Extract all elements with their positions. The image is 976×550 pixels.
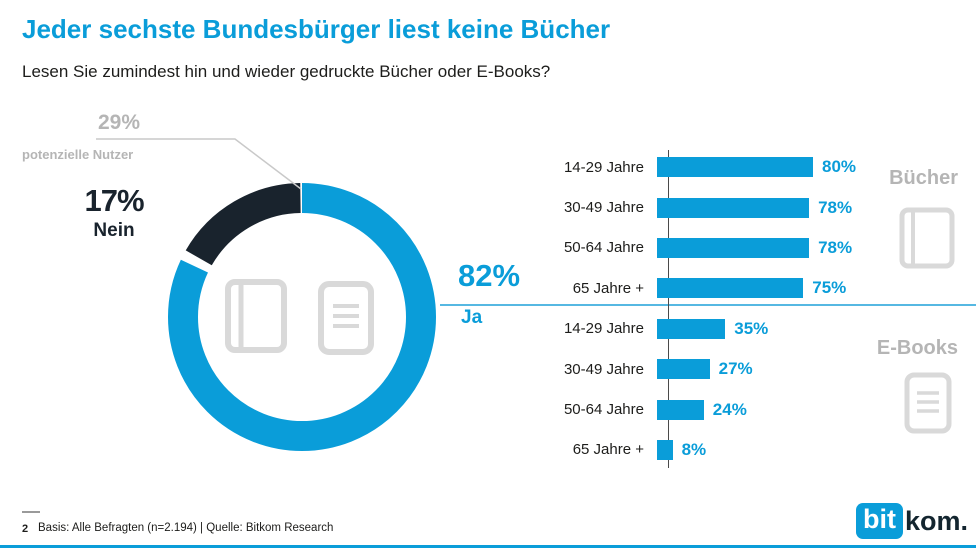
bar-row: 65 Jahre + 75%	[500, 268, 970, 308]
nein-annotation: 17% Nein	[62, 183, 166, 242]
bottom-accent-bar	[0, 545, 976, 548]
bar-category-label: 30-49 Jahre	[563, 199, 644, 217]
source-note: Basis: Alle Befragten (n=2.194) | Quelle…	[38, 522, 334, 534]
bar-track: 78%	[656, 197, 853, 218]
bar-row: 65 Jahre + 8%	[500, 430, 970, 470]
bitkom-logo-bit: bit	[855, 503, 903, 540]
bar	[657, 237, 810, 258]
bar-value-label: 78%	[818, 197, 853, 217]
tablet-icon	[318, 281, 374, 355]
bar	[657, 359, 710, 380]
bar-track: 75%	[656, 278, 847, 299]
nein-label: Nein	[93, 220, 135, 241]
bar-value-label: 78%	[818, 237, 853, 257]
bar	[657, 157, 813, 178]
bar-row: 30-49 Jahre 27%	[500, 349, 970, 389]
bar-category-label: 50-64 Jahre	[563, 239, 644, 257]
bar-track: 78%	[656, 237, 853, 258]
page-number: 2	[22, 523, 29, 535]
bar-track: 8%	[656, 439, 707, 460]
bar	[657, 439, 673, 460]
nein-value: 17%	[84, 183, 144, 218]
bar-row: 14-29 Jahre 80%	[500, 147, 970, 187]
bar-rows: 14-29 Jahre 80% 30-49 Jahre 78% 50-64 Jahre 7…	[500, 147, 970, 470]
bar-value-label: 8%	[681, 439, 707, 459]
bar-chart-axis	[668, 150, 669, 468]
bar-track: 80%	[656, 157, 857, 178]
bar-track: 24%	[656, 399, 747, 420]
potential-users-value: 29%	[98, 111, 141, 134]
bar-row: 50-64 Jahre 78%	[500, 228, 970, 268]
group-label-buecher: Bücher	[889, 167, 958, 189]
bitkom-logo: bit kom.	[855, 503, 968, 540]
footer-rule	[22, 511, 40, 513]
bar	[657, 278, 804, 299]
bar-category-label: 14-29 Jahre	[563, 320, 644, 338]
bar-category-label: 30-49 Jahre	[563, 360, 644, 378]
bar-track: 27%	[656, 359, 753, 380]
bar	[657, 197, 810, 218]
bar-value-label: 80%	[822, 157, 857, 177]
bar-row: 50-64 Jahre 24%	[500, 389, 970, 429]
potential-users-label: potenzielle Nutzer	[22, 147, 134, 162]
bar-value-label: 35%	[734, 318, 769, 338]
bar-value-label: 75%	[812, 278, 847, 298]
bar-category-label: 65 Jahre +	[572, 279, 644, 297]
bar	[657, 399, 704, 420]
bar-category-label: 65 Jahre +	[572, 441, 644, 459]
page-title: Jeder sechste Bundesbürger liest keine B…	[22, 14, 611, 44]
bar-row: 14-29 Jahre 35%	[500, 309, 970, 349]
group-label-ebooks: E-Books	[876, 337, 958, 359]
bar-category-label: 14-29 Jahre	[563, 158, 644, 176]
bar-value-label: 27%	[718, 359, 753, 379]
donut-chart	[168, 183, 436, 451]
donut-svg	[168, 183, 436, 451]
bar-track: 35%	[656, 318, 769, 339]
donut-ja-arc	[168, 183, 436, 451]
survey-question: Lesen Sie zumindest hin und wieder gedru…	[22, 62, 551, 81]
bitkom-logo-kom: kom.	[904, 505, 968, 536]
group-divider-line	[440, 304, 976, 306]
book-icon	[899, 207, 955, 269]
tablet-icon	[904, 372, 952, 434]
book-icon	[225, 279, 287, 353]
ja-label: Ja	[461, 307, 483, 328]
ja-value: 82%	[458, 258, 521, 293]
bar-category-label: 50-64 Jahre	[563, 401, 644, 419]
bar	[657, 318, 726, 339]
bar-row: 30-49 Jahre 78%	[500, 187, 970, 227]
bar-value-label: 24%	[712, 399, 747, 419]
